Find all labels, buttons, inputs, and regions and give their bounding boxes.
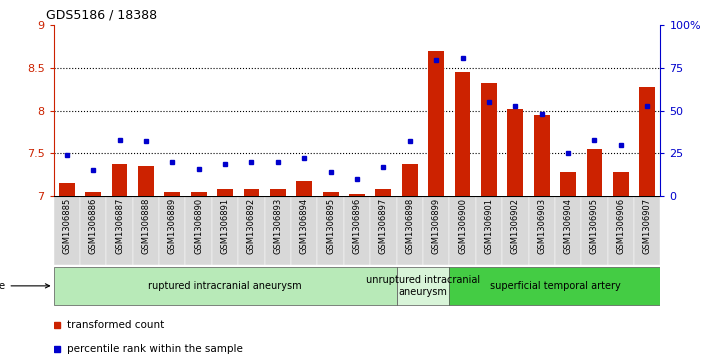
Text: GSM1306899: GSM1306899 — [432, 198, 441, 254]
Bar — [449, 196, 476, 265]
Bar — [80, 196, 106, 265]
Text: GSM1306902: GSM1306902 — [511, 198, 520, 254]
Bar — [191, 192, 206, 196]
Text: GSM1306892: GSM1306892 — [247, 198, 256, 254]
Bar — [376, 189, 391, 196]
Bar — [476, 196, 502, 265]
Text: GSM1306900: GSM1306900 — [458, 198, 467, 254]
Text: tissue: tissue — [0, 281, 49, 291]
Bar — [186, 196, 212, 265]
Bar — [402, 164, 418, 196]
Text: GSM1306901: GSM1306901 — [484, 198, 493, 254]
Bar — [560, 172, 576, 196]
Bar — [111, 164, 127, 196]
Bar — [528, 196, 555, 265]
Bar — [85, 192, 101, 196]
Bar — [608, 196, 634, 265]
Text: GSM1306905: GSM1306905 — [590, 198, 599, 254]
Bar — [508, 109, 523, 196]
Bar — [634, 196, 660, 265]
Bar — [396, 196, 423, 265]
Bar — [54, 267, 396, 305]
Text: GSM1306898: GSM1306898 — [406, 198, 414, 254]
Bar — [534, 115, 550, 196]
Text: GSM1306890: GSM1306890 — [194, 198, 203, 254]
Text: GSM1306891: GSM1306891 — [221, 198, 230, 254]
Bar — [133, 196, 159, 265]
Text: GSM1306906: GSM1306906 — [616, 198, 625, 254]
Bar — [639, 87, 655, 196]
Text: GSM1306886: GSM1306886 — [89, 198, 98, 254]
Bar — [138, 166, 154, 196]
Bar — [449, 267, 660, 305]
Bar — [217, 189, 233, 196]
Bar — [59, 183, 75, 196]
Bar — [587, 149, 603, 196]
Bar — [555, 196, 581, 265]
Bar — [270, 189, 286, 196]
Text: GSM1306885: GSM1306885 — [62, 198, 71, 254]
Text: superficial temporal artery: superficial temporal artery — [490, 281, 620, 291]
Text: GSM1306907: GSM1306907 — [643, 198, 652, 254]
Bar — [502, 196, 528, 265]
Bar — [428, 51, 444, 196]
Bar — [370, 196, 396, 265]
Text: GSM1306895: GSM1306895 — [326, 198, 335, 254]
Text: GSM1306888: GSM1306888 — [141, 198, 151, 254]
Text: GDS5186 / 18388: GDS5186 / 18388 — [46, 9, 158, 22]
Bar — [323, 192, 338, 196]
Text: GSM1306904: GSM1306904 — [563, 198, 573, 254]
Text: GSM1306889: GSM1306889 — [168, 198, 177, 254]
Bar — [159, 196, 186, 265]
Text: percentile rank within the sample: percentile rank within the sample — [67, 344, 243, 354]
Text: GSM1306893: GSM1306893 — [273, 198, 282, 254]
Bar — [54, 196, 80, 265]
Bar — [296, 181, 312, 196]
Text: GSM1306894: GSM1306894 — [300, 198, 308, 254]
Text: GSM1306903: GSM1306903 — [537, 198, 546, 254]
Bar — [349, 194, 365, 196]
Text: GSM1306897: GSM1306897 — [379, 198, 388, 254]
Text: transformed count: transformed count — [67, 321, 164, 330]
Bar — [243, 189, 259, 196]
Text: GSM1306887: GSM1306887 — [115, 198, 124, 254]
Bar — [238, 196, 265, 265]
Text: unruptured intracranial
aneurysm: unruptured intracranial aneurysm — [366, 275, 480, 297]
Bar — [106, 196, 133, 265]
Bar — [265, 196, 291, 265]
Bar — [581, 196, 608, 265]
Bar — [423, 196, 449, 265]
Text: GSM1306896: GSM1306896 — [353, 198, 361, 254]
Bar — [318, 196, 344, 265]
Bar — [455, 72, 471, 196]
Bar — [481, 83, 497, 196]
Bar — [291, 196, 318, 265]
Bar — [164, 192, 180, 196]
Text: ruptured intracranial aneurysm: ruptured intracranial aneurysm — [149, 281, 302, 291]
Bar — [613, 172, 629, 196]
Bar — [396, 267, 449, 305]
Bar — [344, 196, 370, 265]
Bar — [212, 196, 238, 265]
